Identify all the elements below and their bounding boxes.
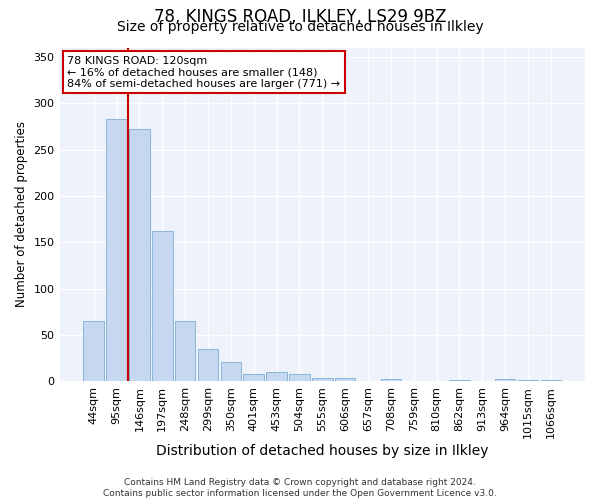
Bar: [380, 380, 401, 382]
X-axis label: Distribution of detached houses by size in Ilkley: Distribution of detached houses by size …: [156, 444, 488, 458]
Bar: [312, 378, 332, 382]
Bar: [152, 231, 173, 382]
Bar: [221, 362, 241, 382]
Text: Size of property relative to detached houses in Ilkley: Size of property relative to detached ho…: [116, 20, 484, 34]
Text: 78 KINGS ROAD: 120sqm
← 16% of detached houses are smaller (148)
84% of semi-det: 78 KINGS ROAD: 120sqm ← 16% of detached …: [67, 56, 341, 89]
Bar: [83, 321, 104, 382]
Bar: [106, 119, 127, 382]
Text: 78, KINGS ROAD, ILKLEY, LS29 9BZ: 78, KINGS ROAD, ILKLEY, LS29 9BZ: [154, 8, 446, 26]
Bar: [449, 380, 470, 382]
Bar: [175, 321, 196, 382]
Bar: [129, 129, 150, 382]
Bar: [495, 380, 515, 382]
Bar: [244, 374, 264, 382]
Bar: [518, 380, 538, 382]
Bar: [541, 380, 561, 382]
Bar: [289, 374, 310, 382]
Bar: [266, 372, 287, 382]
Bar: [198, 349, 218, 382]
Y-axis label: Number of detached properties: Number of detached properties: [15, 122, 28, 308]
Text: Contains HM Land Registry data © Crown copyright and database right 2024.
Contai: Contains HM Land Registry data © Crown c…: [103, 478, 497, 498]
Bar: [335, 378, 355, 382]
